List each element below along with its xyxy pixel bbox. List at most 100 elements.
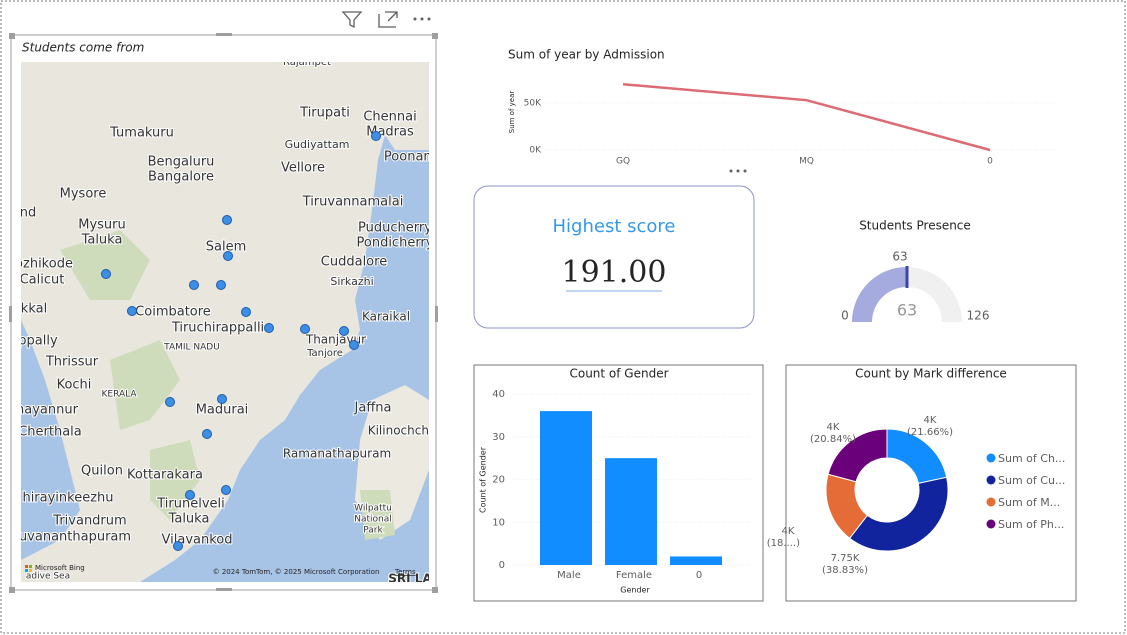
map-logo: Microsoft Bing [35, 564, 85, 572]
map-label: Kottarakara [127, 468, 203, 483]
map-label: Cherthala [18, 425, 82, 440]
map-label: Poonam [384, 150, 436, 165]
legend-marker [986, 497, 996, 507]
map-label: ozhikode [15, 257, 73, 272]
map-point[interactable] [371, 131, 381, 141]
chart-title: Students Presence [859, 219, 971, 233]
map-label: nd [20, 206, 37, 221]
map-label: Kilinochchi [368, 424, 433, 438]
filter-icon[interactable] [341, 11, 363, 29]
y-tick-label: 0K [529, 146, 542, 156]
resize-handles [9, 33, 438, 593]
focus-icon[interactable] [378, 11, 398, 28]
line [622, 82, 991, 152]
legend-marker [986, 475, 996, 485]
map-label: Park [363, 526, 383, 536]
map-point[interactable] [222, 215, 232, 225]
map-point[interactable] [185, 490, 195, 500]
gauge-target-label: 63 [892, 250, 907, 264]
map-point[interactable] [264, 323, 274, 333]
map-label: Thrissur [45, 355, 99, 370]
map-label: Tumakuru [109, 126, 174, 141]
map-point[interactable] [217, 394, 227, 404]
park [360, 490, 395, 540]
data-label: 4K [924, 415, 937, 426]
map-label: hirayinkeezhu [22, 491, 113, 506]
map-label: TAMIL NADU [163, 343, 220, 353]
map-label: Wilpattu [354, 504, 392, 514]
map-label: Taluka [168, 512, 210, 527]
map-label: Puducherry [358, 221, 432, 236]
map-terms[interactable]: Terms [394, 568, 416, 576]
map-point[interactable] [173, 541, 183, 551]
map-label: Tiruvannamalai [302, 195, 404, 210]
map-label: Salem [206, 240, 247, 255]
y-tick-label: 10 [492, 517, 505, 528]
map-point[interactable] [202, 429, 212, 439]
y-tick-label: 50K [524, 99, 542, 109]
card [473, 185, 755, 329]
legend-label[interactable]: Sum of Ch... [998, 452, 1065, 465]
map-point[interactable] [349, 340, 359, 350]
map-point[interactable] [189, 280, 199, 290]
map-point[interactable] [223, 251, 233, 261]
map-label: Vellore [281, 161, 325, 176]
map-label: Mysuru [78, 218, 126, 233]
data-label: 4K [827, 422, 840, 433]
map-point[interactable] [339, 326, 349, 336]
bar [605, 458, 657, 565]
card-more-icon[interactable] [729, 169, 747, 173]
map-point[interactable] [221, 485, 231, 495]
map-point[interactable] [300, 324, 310, 334]
legend-label[interactable]: Sum of Ph... [998, 518, 1064, 531]
map-label: Cuddalore [321, 255, 387, 270]
map-label: Madurai [196, 403, 249, 418]
legend-label[interactable]: Sum of M... [998, 496, 1060, 509]
donut-slice [848, 476, 949, 552]
map-label: Tanjore [306, 348, 343, 359]
map-label: Rajampet [283, 57, 331, 68]
map-label: Quilon [81, 464, 123, 479]
bar-frame [473, 364, 764, 602]
map-point[interactable] [241, 307, 251, 317]
map-label: uvananthapuram [19, 530, 131, 545]
map-label: Calicut [20, 273, 65, 288]
map-label: Jaffna [354, 401, 392, 416]
map-point[interactable] [101, 269, 111, 279]
gauge-value-label: 63 [897, 301, 917, 320]
map-point[interactable] [165, 397, 175, 407]
map-label: Tirunelveli [156, 497, 225, 512]
map-label: KERALA [101, 390, 137, 400]
y-tick-label: 0 [499, 560, 505, 571]
legend-label[interactable]: Sum of Cu... [998, 474, 1065, 487]
map-title: Students come from [22, 41, 144, 55]
donut-slice [827, 428, 888, 483]
map-label: Bangalore [148, 170, 214, 185]
map-label: Coimbatore [135, 305, 211, 320]
chart-title: Sum of year by Admission [508, 48, 665, 62]
legend-marker [986, 453, 996, 463]
forest [60, 230, 200, 520]
map-point[interactable] [127, 306, 137, 316]
map-label: Pondicherry [357, 236, 434, 251]
map-label: Sirkazhi [330, 275, 373, 288]
x-tick-label: Female [616, 570, 652, 581]
x-tick-label: MQ [799, 157, 814, 167]
data-label-percent: (20.84%) [810, 434, 856, 445]
bing-logo [25, 565, 32, 572]
y-tick-label: 30 [492, 432, 505, 443]
more-icon[interactable] [413, 17, 431, 21]
x-tick-label: Male [557, 570, 581, 581]
map-label: Vilavankod [162, 533, 233, 548]
gauge-fill [852, 267, 907, 322]
data-label-percent: (18....) [767, 538, 800, 549]
data-label-percent: (38.83%) [822, 565, 868, 576]
map-points [101, 131, 381, 551]
map-label: Karaikal [362, 310, 410, 324]
legend-marker [986, 519, 996, 529]
chart-title: Count of Gender [569, 367, 668, 381]
map-point[interactable] [216, 280, 226, 290]
